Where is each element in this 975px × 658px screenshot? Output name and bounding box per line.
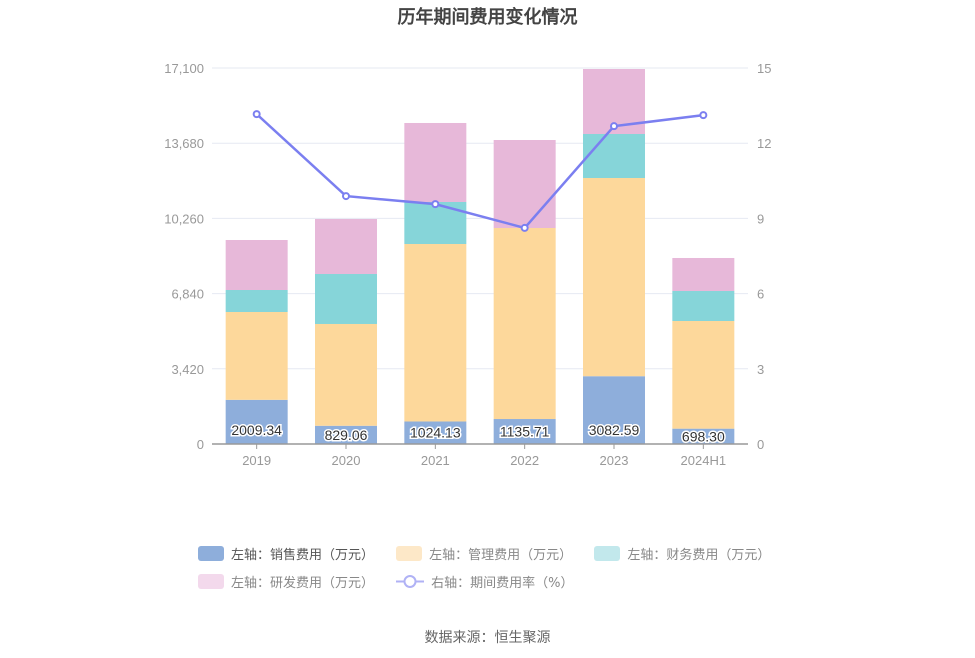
- bar-fin: [672, 290, 735, 321]
- right-tick-label: 15: [757, 61, 771, 76]
- bar-mgmt: [315, 323, 377, 426]
- legend-label-mgmt: 左轴：管理费用（万元）: [429, 547, 573, 563]
- legend-item-fin[interactable]: 左轴：财务费用（万元）: [594, 543, 770, 563]
- legend-swatch-mgmt: [396, 545, 423, 561]
- legend-item-rd[interactable]: 左轴：研发费用（万元）: [198, 571, 374, 591]
- legend-swatch-rd: [198, 573, 224, 589]
- bar-sales: [583, 376, 645, 444]
- bar-mgmt: [225, 311, 288, 400]
- legend-item-rate[interactable]: 右轴：期间费用率（%）: [396, 571, 574, 591]
- right-tick-label: 12: [757, 136, 771, 151]
- legend-swatch-fin: [594, 545, 621, 561]
- data-source: 数据来源：恒生聚源: [424, 630, 551, 646]
- bar-mgmt: [672, 320, 735, 429]
- bar-rd: [315, 218, 377, 274]
- line-point-rate: [252, 110, 261, 119]
- right-tick-label: 0: [757, 437, 764, 452]
- x-tick-label: 2020: [332, 453, 361, 468]
- bar-fin: [225, 290, 288, 312]
- line-point-rate: [342, 192, 350, 201]
- data-label-sales: 1135.71: [500, 424, 550, 440]
- data-label-sales: 3082.59: [589, 422, 640, 438]
- bar-sales: [493, 419, 556, 444]
- x-tick-label: 2023: [600, 453, 629, 468]
- data-label-sales: 698.30: [682, 428, 725, 444]
- line-rate: [255, 113, 704, 230]
- legend-label-rd: 左轴：研发费用（万元）: [231, 575, 375, 591]
- bar-mgmt: [404, 243, 467, 422]
- right-tick-label: 6: [757, 287, 764, 302]
- bar-sales: [404, 421, 467, 444]
- line-point-rate: [431, 200, 440, 209]
- bar-mgmt: [493, 227, 556, 420]
- chart-title: 历年期间费用变化情况: [397, 7, 578, 28]
- line-point-rate: [699, 111, 708, 120]
- bar-sales: [225, 399, 288, 444]
- right-tick-label: 9: [757, 211, 764, 226]
- bar-fin: [583, 133, 645, 178]
- bar-sales: [315, 425, 377, 444]
- legend-label-rate: 右轴：期间费用率（%）: [431, 575, 574, 591]
- data-label-sales: 829.06: [325, 427, 368, 443]
- bar-rd: [404, 122, 467, 202]
- line-point-rate: [610, 122, 618, 131]
- x-tick-label: 2024H1: [681, 453, 727, 468]
- bar-fin: [315, 273, 377, 324]
- bar-rd: [672, 257, 735, 291]
- line-point-rate: [520, 223, 529, 232]
- left-tick-label: 13,680: [164, 136, 204, 151]
- bar-fin: [404, 201, 467, 244]
- legend-swatch-sales: [198, 545, 224, 561]
- bar-rd: [225, 240, 288, 291]
- left-tick-label: 17,100: [164, 61, 204, 76]
- legend-item-sales[interactable]: 左轴：销售费用（万元）: [198, 543, 374, 563]
- left-tick-label: 10,260: [164, 211, 204, 226]
- legend-label-fin: 左轴：财务费用（万元）: [627, 547, 771, 563]
- legend-label-sales: 左轴：销售费用（万元）: [231, 547, 375, 563]
- bar-sales: [672, 428, 735, 444]
- x-tick-label: 2022: [510, 453, 539, 468]
- data-label-sales: 1024.13: [410, 425, 461, 441]
- legend-line-marker-icon: [396, 574, 425, 589]
- bar-rd: [493, 139, 556, 228]
- left-tick-label: 3,420: [171, 362, 204, 377]
- bar-mgmt: [583, 177, 645, 377]
- left-tick-label: 0: [197, 437, 204, 452]
- data-label-sales: 2009.34: [231, 422, 282, 438]
- left-tick-label: 6,840: [171, 287, 204, 302]
- right-tick-label: 3: [757, 362, 764, 377]
- legend-item-mgmt[interactable]: 左轴：管理费用（万元）: [396, 543, 572, 563]
- legend: 左轴：销售费用（万元） 左轴：管理费用（万元） 左轴：财务费用（万元） 左轴：研…: [198, 543, 798, 599]
- x-tick-label: 2021: [421, 453, 450, 468]
- x-tick-label: 2019: [242, 453, 271, 468]
- chart-canvas: 0 3,420 6,840 10,260 13,680 17,100 0 3 6 9 12 15 201…: [164, 61, 771, 468]
